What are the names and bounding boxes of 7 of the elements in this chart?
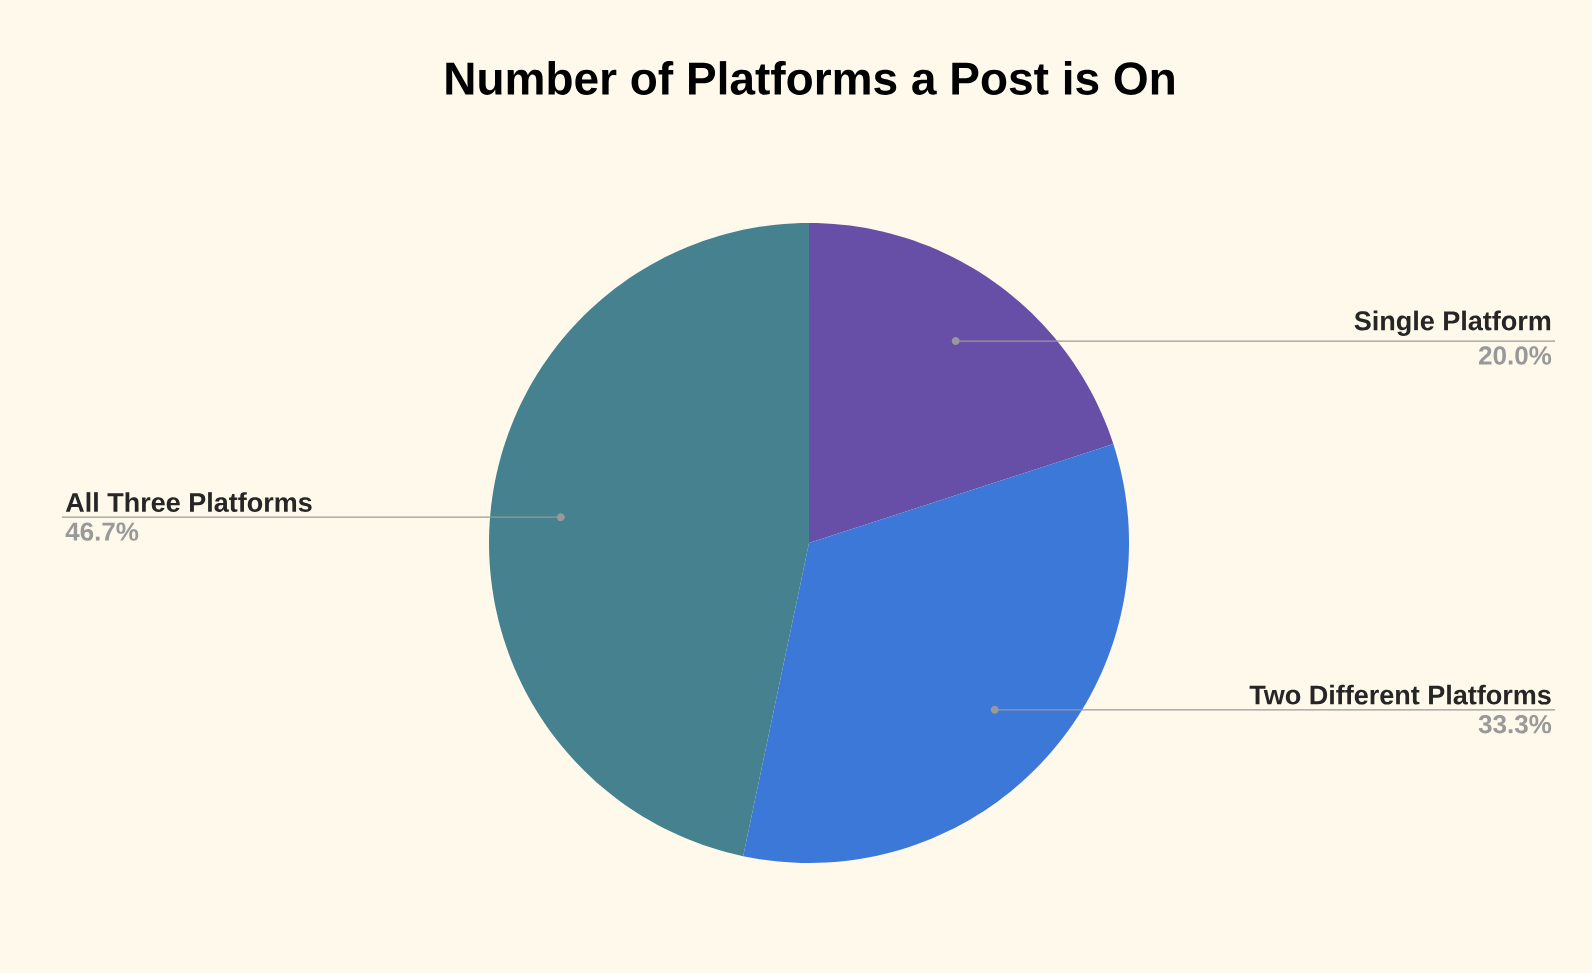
data-label: 33.3% <box>1478 714 1552 734</box>
data-label: 20.0% <box>1478 346 1552 365</box>
slice-label: All Three Platforms <box>65 492 312 512</box>
data-label: 46.7% <box>65 522 139 541</box>
chart-title: Number of Platforms a Post is On <box>446 61 1174 95</box>
slice-label: Single Platform <box>1354 310 1551 336</box>
slice-label: Two Different Platforms <box>1249 684 1551 705</box>
